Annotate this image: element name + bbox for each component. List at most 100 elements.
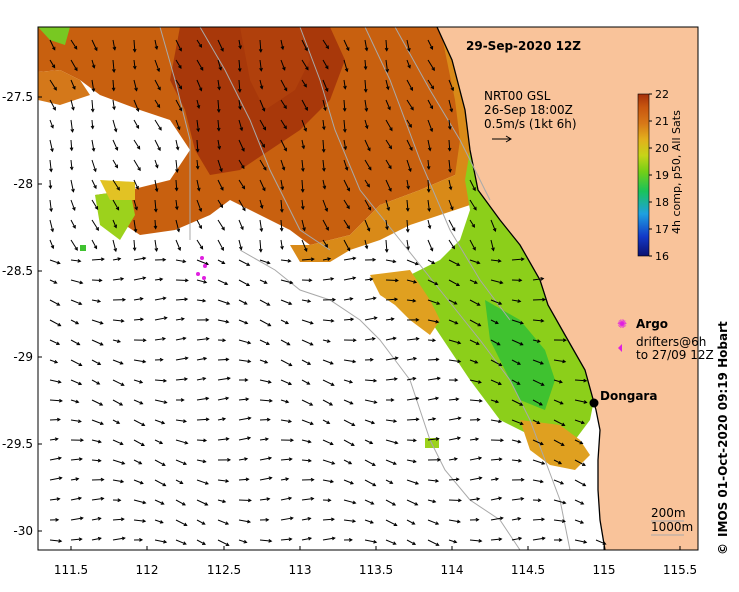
current-arrow	[238, 417, 251, 421]
current-arrow-head	[350, 317, 355, 322]
current-arrow	[301, 119, 307, 132]
current-arrow	[49, 418, 60, 421]
current-arrow-head	[389, 480, 394, 484]
current-arrow-head	[205, 336, 210, 341]
current-arrow	[322, 518, 334, 521]
current-arrow	[196, 459, 206, 463]
current-arrow-head	[306, 381, 311, 385]
current-arrow	[448, 319, 458, 325]
legend-arrow-head	[505, 135, 512, 143]
current-arrow-head	[392, 541, 397, 545]
current-arrow	[70, 219, 76, 229]
current-arrow-head	[412, 438, 417, 443]
current-arrow	[91, 459, 101, 462]
current-arrow-head	[205, 317, 210, 322]
current-arrow-head	[300, 206, 305, 211]
current-arrow-head	[133, 228, 138, 233]
current-arrow-head	[203, 280, 208, 284]
current-arrow-head	[114, 146, 119, 151]
colorbar-tick-label: 17	[655, 223, 669, 236]
current-arrow-head	[180, 398, 185, 402]
current-arrow-head	[198, 208, 203, 213]
current-arrow-head	[201, 521, 206, 525]
current-arrow	[385, 199, 390, 211]
argo-label: Argo	[636, 317, 668, 331]
current-arrow-head	[476, 302, 481, 306]
current-arrow	[175, 259, 186, 263]
current-arrow-head	[324, 207, 329, 212]
current-arrow-head	[75, 399, 80, 404]
current-arrow	[196, 499, 208, 506]
current-arrow	[112, 399, 123, 406]
current-arrow	[133, 399, 143, 405]
current-arrow-head	[323, 107, 327, 112]
current-arrow-head	[453, 539, 458, 544]
colorbar-tick-label: 20	[655, 142, 669, 155]
current-arrow-head	[450, 87, 455, 92]
current-arrow-head	[352, 359, 357, 364]
current-arrow	[343, 139, 347, 150]
current-arrow-head	[303, 127, 307, 132]
current-arrow-head	[369, 440, 374, 445]
current-arrow-head	[520, 257, 525, 262]
current-arrow	[259, 59, 262, 71]
current-arrow-head	[237, 88, 242, 93]
current-arrow-head	[394, 278, 399, 283]
current-arrow	[364, 297, 376, 301]
current-arrow	[238, 59, 241, 72]
current-arrow-head	[364, 125, 369, 130]
current-arrow-head	[202, 541, 206, 545]
current-arrow	[70, 179, 74, 192]
current-arrow-head	[539, 441, 544, 446]
current-arrow-head	[344, 166, 349, 171]
current-arrow	[427, 499, 436, 503]
current-arrow-head	[329, 361, 334, 365]
current-arrow-head	[95, 227, 99, 231]
current-arrow	[133, 479, 144, 484]
current-arrow	[469, 339, 480, 345]
current-arrow-head	[182, 419, 187, 423]
current-arrow-head	[90, 125, 95, 130]
current-arrow	[91, 199, 99, 210]
current-arrow	[175, 199, 178, 210]
current-arrow	[406, 79, 413, 91]
current-arrow	[469, 379, 482, 383]
current-arrow	[343, 219, 350, 229]
current-arrow-head	[159, 520, 164, 524]
x-tick-label: 111.5	[54, 563, 88, 577]
current-arrow-head	[142, 359, 147, 364]
current-arrow-head	[408, 124, 412, 128]
place-dot	[589, 398, 599, 408]
current-arrow	[259, 457, 272, 461]
current-arrow-head	[120, 277, 125, 281]
current-arrow	[406, 279, 417, 283]
current-arrow-head	[57, 322, 62, 327]
current-arrow-head	[473, 206, 477, 211]
current-arrow	[301, 258, 314, 261]
current-arrow-head	[457, 498, 462, 503]
current-arrow	[49, 457, 62, 461]
current-arrow-head	[386, 207, 391, 212]
current-arrow	[238, 239, 242, 250]
current-arrow	[469, 477, 482, 481]
current-arrow	[91, 319, 103, 325]
x-tick-label: 113.5	[359, 563, 393, 577]
current-arrow-head	[412, 459, 417, 464]
current-arrow-head	[132, 65, 137, 70]
plot-area	[38, 27, 698, 550]
credit: © IMOS 01-Oct-2020 09:19 Hobart	[716, 321, 730, 555]
current-arrow-head	[163, 316, 168, 320]
current-arrow-head	[352, 338, 357, 343]
current-arrow	[175, 99, 183, 111]
current-arrow-head	[140, 442, 145, 446]
current-arrow	[217, 239, 224, 251]
current-arrow-head	[330, 277, 335, 281]
current-arrow	[112, 537, 125, 541]
current-arrow-head	[476, 260, 481, 265]
current-arrow-head	[93, 185, 97, 190]
current-arrow-head	[475, 437, 480, 442]
current-arrow-head	[225, 542, 230, 546]
current-arrow-head	[307, 361, 312, 365]
current-arrow-head	[332, 297, 337, 302]
current-arrow-head	[238, 105, 242, 110]
